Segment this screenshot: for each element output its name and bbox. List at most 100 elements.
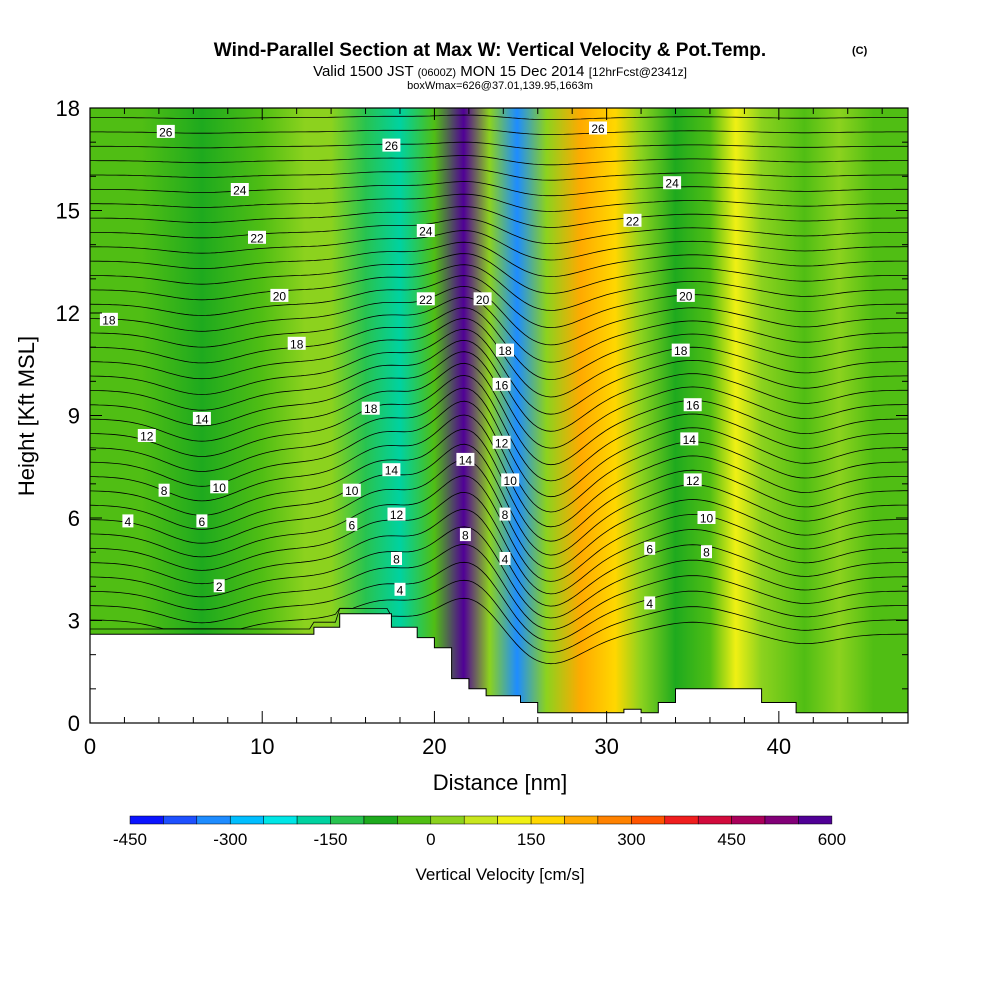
colorbar-swatch — [196, 815, 231, 825]
colorbar-tick-label: 0 — [426, 830, 435, 849]
colorbar-tick-label: 300 — [617, 830, 645, 849]
theta-label-box — [137, 429, 156, 442]
theta-contour-label: 18 — [498, 344, 512, 358]
colorbar-swatch — [597, 815, 632, 825]
colorbar-swatch — [564, 815, 599, 825]
colorbar-tick-label: -150 — [313, 830, 347, 849]
theta-contour-label: 22 — [419, 293, 433, 307]
colorbar-tick-label: -300 — [213, 830, 247, 849]
colorbar — [129, 815, 833, 825]
theta-label-box — [270, 288, 289, 302]
theta-contour-label: 12 — [495, 436, 509, 450]
theta-contour-line — [90, 285, 908, 346]
theta-contour-line — [90, 155, 908, 166]
theta-label-box — [382, 138, 401, 152]
theta-contour-label: 8 — [462, 529, 469, 543]
theta-label-box — [387, 507, 406, 521]
theta-label-box — [701, 545, 712, 559]
theta-contour-line — [90, 508, 908, 607]
x-tick-label: 0 — [84, 734, 96, 759]
theta-contour-line — [90, 296, 908, 363]
theta-label-box — [473, 292, 492, 306]
theta-contour-label: 16 — [686, 399, 700, 413]
theta-contour-line — [90, 101, 908, 105]
theta-contour-label: 6 — [199, 515, 206, 529]
theta-contour-label: 24 — [419, 225, 433, 239]
theta-contour-label: 2 — [216, 580, 223, 594]
theta-label-box — [644, 596, 656, 610]
theta-contour-label: 18 — [364, 402, 378, 416]
theta-label-box — [492, 377, 511, 391]
subtitle-zulu: (0600Z) — [418, 67, 457, 79]
chart-title-mark: (C) — [852, 45, 868, 57]
theta-contour-line — [90, 218, 908, 245]
theta-contour-line — [90, 128, 908, 136]
subtitle-valid: Valid 1500 JST — [313, 63, 413, 80]
theta-contour-line — [90, 543, 908, 631]
colorbar-swatch — [664, 815, 699, 825]
theta-label-box — [382, 463, 401, 477]
theta-label-box — [492, 435, 511, 449]
theta-contour-label: 6 — [348, 518, 355, 532]
colorbar-swatch — [764, 815, 799, 825]
colorbar-swatch — [330, 815, 365, 825]
theta-contour-line — [90, 193, 908, 212]
theta-contour-line — [90, 114, 908, 120]
theta-label-box — [248, 230, 266, 244]
colorbar-swatch — [163, 815, 198, 825]
y-tick-label: 12 — [56, 301, 80, 326]
theta-label-box — [213, 579, 225, 593]
theta-label-box — [156, 124, 175, 138]
theta-label-box — [676, 288, 695, 302]
theta-contour-label: 14 — [683, 433, 697, 447]
theta-contour-label: 8 — [393, 553, 400, 567]
theta-contour-label: 8 — [703, 546, 710, 560]
theta-label-box — [391, 552, 402, 565]
theta-label-box — [499, 552, 511, 565]
colorbar-swatch — [497, 815, 532, 825]
y-tick-label: 9 — [68, 404, 80, 429]
y-axis: 0 3 6 9 12 15 18 — [56, 96, 908, 736]
theta-contour-label: 20 — [273, 289, 287, 303]
theta-contour-label: 26 — [385, 139, 399, 153]
theta-contour-line — [90, 168, 908, 181]
theta-contour-line — [90, 253, 908, 294]
y-tick-label: 0 — [68, 711, 80, 736]
theta-contour-label: 12 — [390, 508, 404, 522]
y-tick-label: 18 — [56, 96, 80, 121]
x-axis-label: Distance [nm] — [433, 770, 568, 795]
colorbar-swatch — [697, 815, 732, 825]
theta-contour-line — [90, 491, 908, 595]
colorbar-label: Vertical Velocity [cm/s] — [415, 865, 584, 884]
colorbar-swatch — [129, 815, 164, 825]
colorbar-ticks: -450 -300 -150 0 150 300 450 600 — [113, 830, 846, 849]
theta-contour-label: 10 — [504, 474, 518, 488]
theta-contour-label: 8 — [502, 508, 509, 522]
theta-contour-label: 20 — [679, 289, 693, 303]
theta-contour-line — [90, 339, 908, 432]
theta-label-box — [680, 432, 699, 446]
theta-contour-label: 24 — [665, 177, 679, 191]
colorbar-tick-label: 600 — [818, 830, 846, 849]
theta-contour-line — [90, 428, 908, 542]
theta-contour-label: 12 — [140, 430, 154, 444]
theta-contour-label: 14 — [385, 464, 399, 478]
colorbar-swatch — [798, 815, 833, 825]
theta-label-box — [158, 483, 170, 497]
theta-contour-label: 4 — [397, 583, 404, 597]
theta-label-box — [192, 411, 211, 425]
theta-label-box — [122, 514, 134, 528]
theta-contour-line — [90, 230, 908, 261]
theta-label-box — [501, 473, 520, 487]
x-tick-label: 30 — [594, 734, 618, 759]
theta-contour-label: 26 — [591, 122, 605, 136]
colorbar-tick-label: 450 — [717, 830, 745, 849]
theta-label-box — [196, 514, 208, 528]
theta-label-box — [342, 483, 361, 497]
theta-contour-line — [90, 475, 908, 582]
colorbar-tick-label: -450 — [113, 830, 147, 849]
theta-label-box — [499, 507, 511, 521]
colorbar-swatch — [731, 815, 766, 825]
colorbar-swatch — [230, 815, 264, 825]
